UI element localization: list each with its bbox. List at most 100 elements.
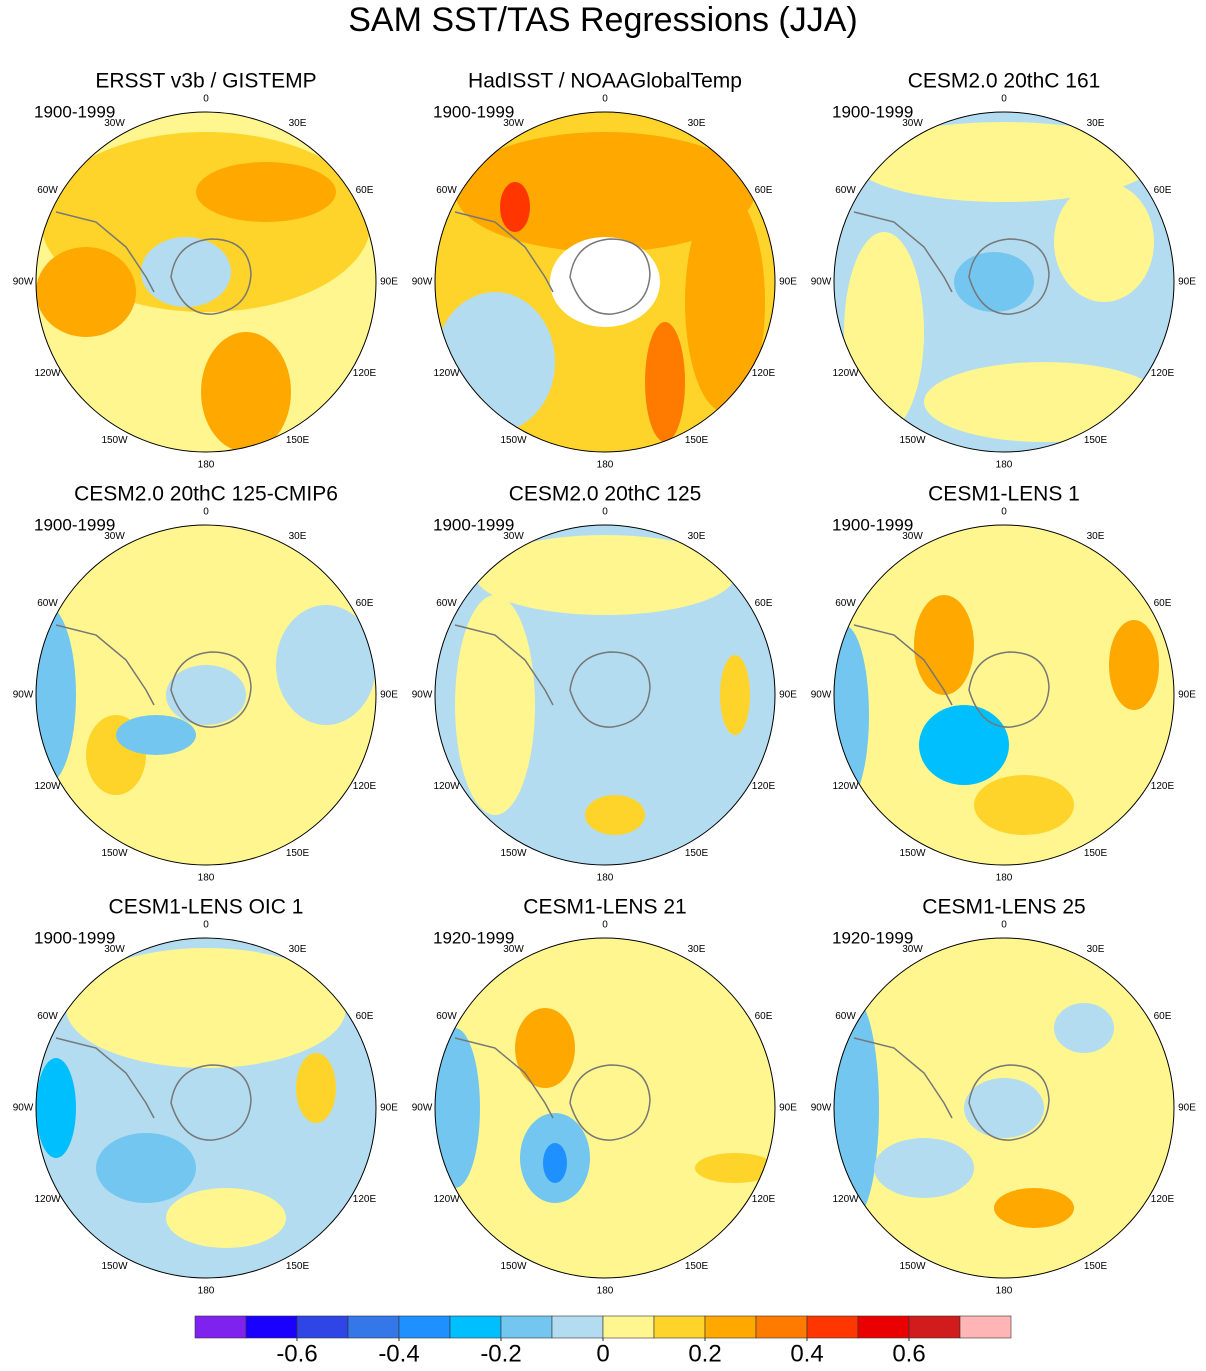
longitude-label: 180	[996, 460, 1013, 471]
colorbar-label: 0.4	[790, 1340, 823, 1367]
colorbar-label: -0.4	[378, 1340, 419, 1367]
longitude-label: 90E	[380, 1103, 398, 1114]
map-fill	[834, 112, 1174, 452]
longitude-label: 90W	[13, 1103, 34, 1114]
longitude-label: 60W	[436, 185, 457, 196]
longitude-label: 60E	[755, 1011, 773, 1022]
longitude-label: 120E	[752, 368, 776, 379]
shading-blob	[36, 1058, 76, 1158]
shading-blob	[36, 605, 76, 785]
colorbar-label: -0.6	[276, 1340, 317, 1367]
longitude-label: 30E	[289, 944, 307, 955]
panel-period: 1900-1999	[433, 515, 514, 534]
map-panel: CESM2.0 20thC 125 1900-1999 0 30E 60E 90E 120E…	[412, 483, 798, 884]
longitude-label: 0	[1001, 507, 1007, 518]
longitude-label: 90W	[13, 277, 34, 288]
south-america-outline	[55, 1037, 155, 1119]
longitude-label: 90W	[13, 690, 34, 701]
longitude-label: 120W	[433, 368, 460, 379]
shading-blob	[550, 237, 660, 327]
map-border	[833, 937, 1175, 1279]
panel-title: CESM2.0 20thC 161	[908, 70, 1101, 93]
longitude-label: 30E	[289, 531, 307, 542]
shading-blob	[720, 655, 750, 735]
shading-blob	[954, 252, 1034, 312]
colorbar-box	[398, 1315, 451, 1339]
longitude-label: 120W	[832, 368, 859, 379]
antarctica-outline	[968, 1064, 1050, 1141]
antarctica-outline	[968, 651, 1050, 728]
longitude-label: 120W	[832, 1194, 859, 1205]
shading-blob	[543, 1143, 567, 1183]
longitude-label: 180	[198, 1286, 215, 1297]
longitude-label: 150E	[286, 1261, 310, 1272]
longitude-label: 30E	[688, 944, 706, 955]
south-america-outline	[853, 1037, 953, 1119]
colorbar-label: 0.2	[688, 1340, 721, 1367]
longitude-label: 150E	[1084, 1261, 1108, 1272]
longitude-label: 30E	[1087, 531, 1105, 542]
colorbar-box	[500, 1315, 553, 1339]
longitude-label: 60E	[356, 598, 374, 609]
longitude-label: 150W	[899, 435, 926, 446]
longitude-label: 30W	[503, 531, 524, 542]
longitude-label: 150E	[685, 1261, 709, 1272]
map-fill	[36, 112, 376, 452]
colorbar-label: 0.6	[892, 1340, 925, 1367]
longitude-label: 0	[1001, 94, 1007, 105]
longitude-label: 30E	[1087, 944, 1105, 955]
longitude-label: 90E	[380, 690, 398, 701]
longitude-label: 90W	[811, 1103, 832, 1114]
longitude-label: 180	[198, 873, 215, 884]
shading-blob	[166, 1188, 286, 1248]
longitude-label: 30W	[902, 118, 923, 129]
map-border	[434, 111, 776, 453]
longitude-label: 120E	[353, 368, 377, 379]
longitude-label: 30E	[688, 531, 706, 542]
south-america-outline	[55, 211, 155, 293]
colorbar-box	[551, 1315, 604, 1339]
longitude-label: 150W	[500, 1261, 527, 1272]
longitude-label: 90W	[811, 277, 832, 288]
map-panel: CESM1-LENS OIC 1 1900-1999 0 30E 60E 90E 120E 1…	[13, 896, 399, 1297]
map-panel: CESM2.0 20thC 125-CMIP6 1900-1999 0 30E 60E 9…	[13, 483, 399, 884]
figure-title: SAM SST/TAS Regressions (JJA)	[348, 1, 858, 39]
longitude-label: 60W	[37, 185, 58, 196]
colorbar-box	[908, 1315, 961, 1339]
longitude-label: 150W	[101, 1261, 128, 1272]
colorbar-box	[296, 1315, 349, 1339]
panel-period: 1900-1999	[832, 515, 913, 534]
antarctica-outline	[170, 238, 252, 315]
shading-blob	[854, 122, 1154, 202]
longitude-label: 150E	[286, 435, 310, 446]
panel-title: CESM1-LENS 1	[928, 483, 1080, 506]
map-panel: CESM2.0 20thC 161 1900-1999 0 30E 60E 90E 120E…	[811, 70, 1197, 471]
shading-blob	[834, 625, 869, 805]
south-america-outline	[454, 211, 554, 293]
shading-blob	[196, 162, 336, 222]
longitude-label: 120E	[1151, 1194, 1175, 1205]
longitude-label: 60E	[1154, 185, 1172, 196]
longitude-label: 90E	[380, 277, 398, 288]
longitude-label: 150E	[685, 848, 709, 859]
longitude-label: 180	[597, 460, 614, 471]
longitude-label: 150E	[286, 848, 310, 859]
shading-blob	[1054, 1003, 1114, 1053]
longitude-label: 120W	[34, 368, 61, 379]
antarctica-outline	[569, 238, 651, 315]
longitude-label: 120E	[752, 781, 776, 792]
longitude-label: 60W	[835, 1011, 856, 1022]
colorbar-box	[653, 1315, 706, 1339]
longitude-label: 60E	[356, 185, 374, 196]
antarctica-outline	[569, 651, 651, 728]
longitude-label: 90E	[1178, 1103, 1196, 1114]
map-fill	[435, 938, 775, 1278]
longitude-label: 30W	[503, 118, 524, 129]
longitude-label: 30E	[1087, 118, 1105, 129]
panel-period: 1900-1999	[34, 102, 115, 121]
shading-blob	[964, 1078, 1044, 1138]
colorbar-box	[806, 1315, 859, 1339]
map-border	[434, 937, 776, 1279]
map-panel: CESM1-LENS 21 1920-1999 0 30E 60E 90E 120E 150E…	[412, 896, 798, 1297]
